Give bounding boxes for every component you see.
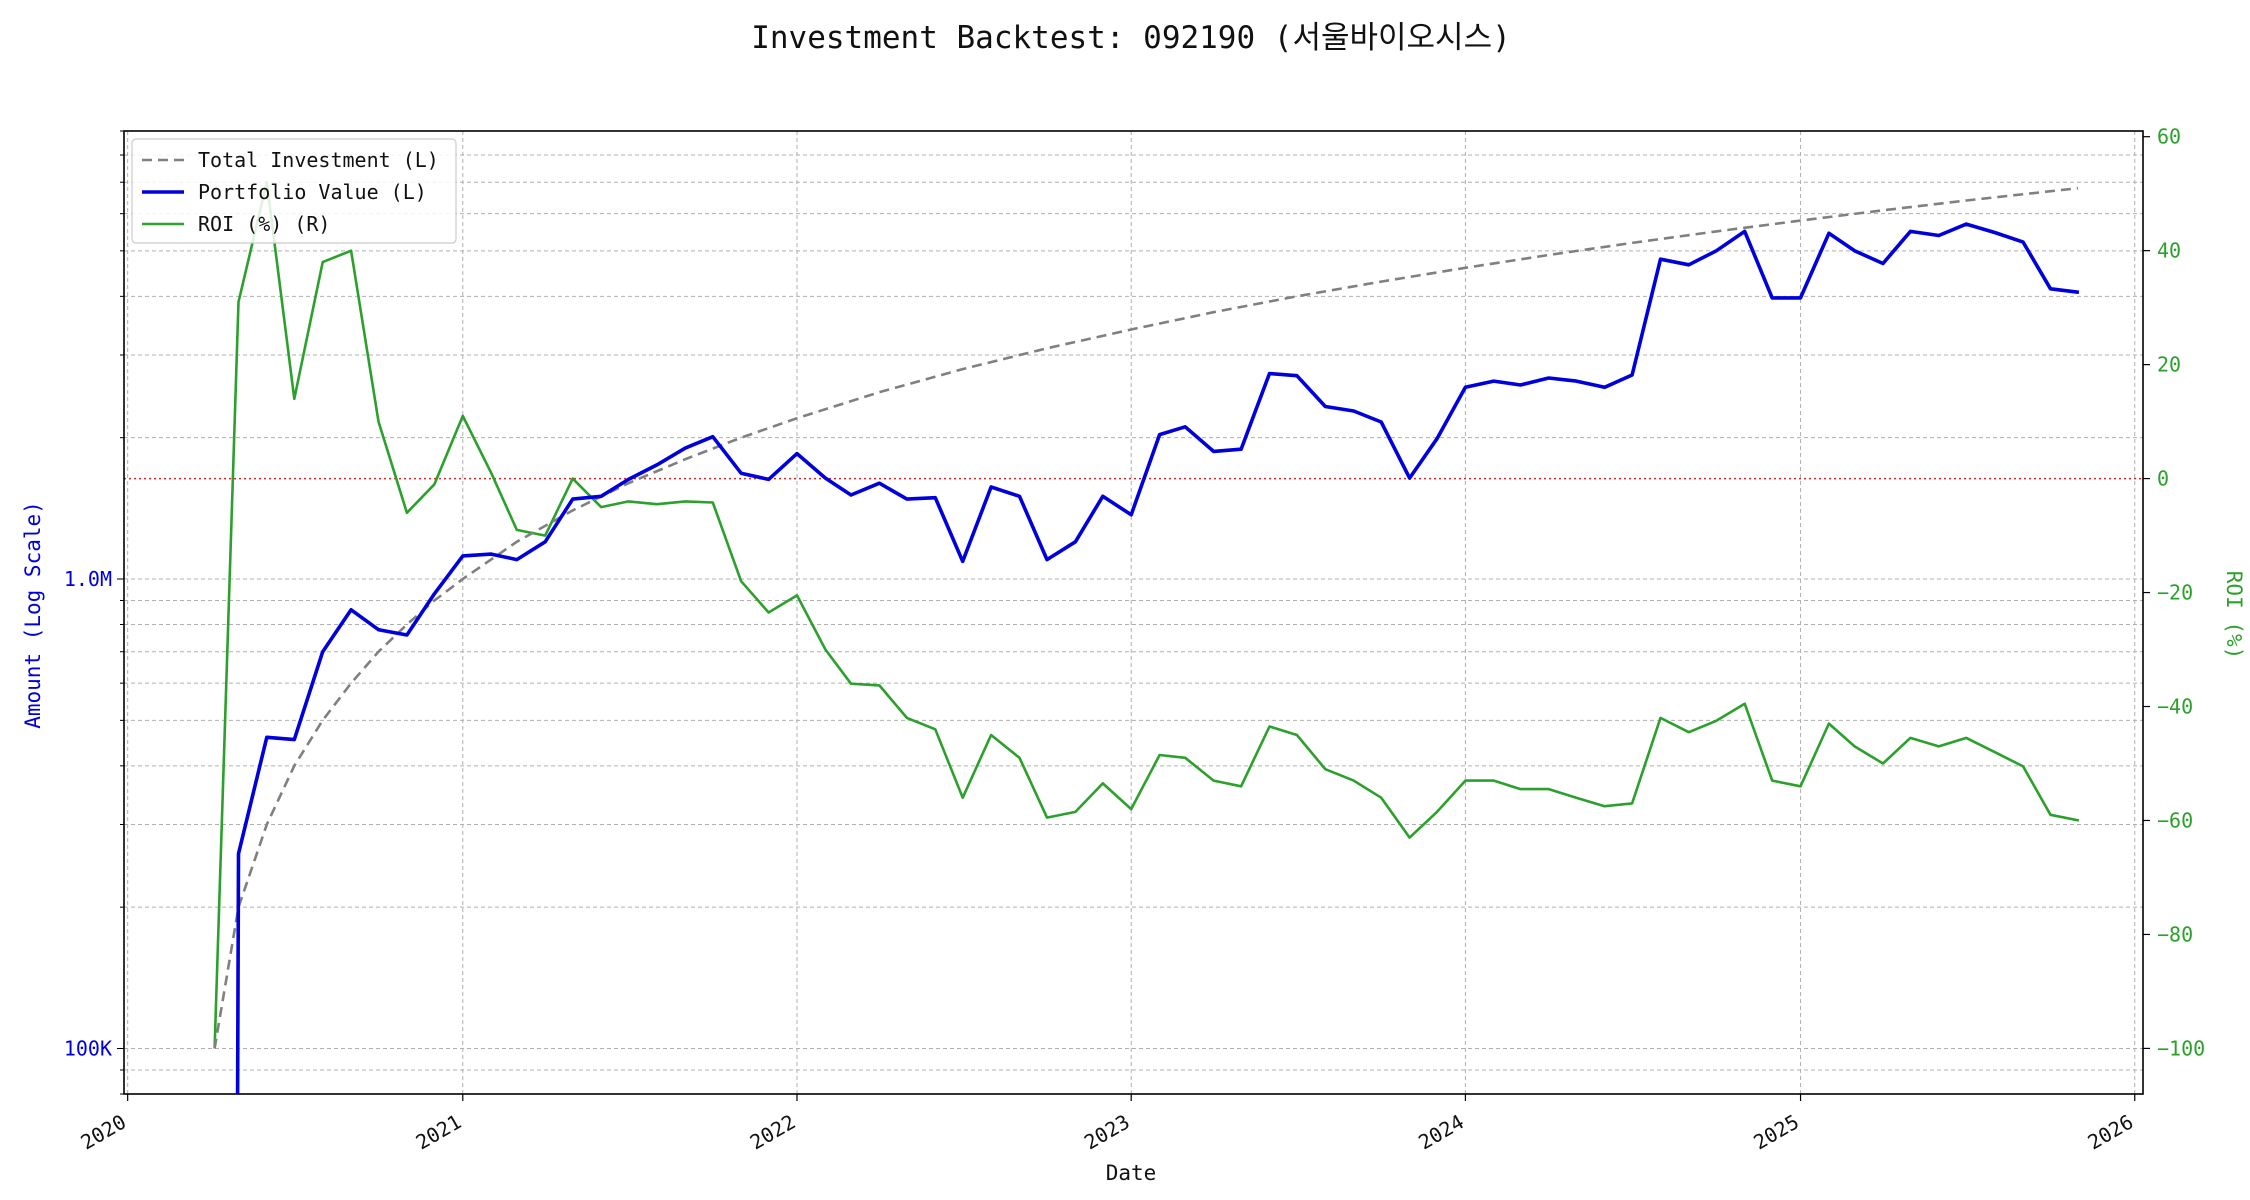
legend-label: Total Investment (L) [198, 148, 439, 172]
y-right-tick-label: −60 [2157, 808, 2193, 832]
y-axis-label-left: Amount (Log Scale) [21, 501, 45, 729]
x-tick-label: 2021 [412, 1110, 466, 1155]
y-right-tick-label: 60 [2157, 125, 2181, 149]
grid [124, 130, 2143, 1095]
y-right-tick-label: 20 [2157, 353, 2181, 377]
series-lines [213, 181, 2080, 1094]
y-axis-label-right: ROI (%) [2222, 571, 2246, 660]
y-right-tick-label: 0 [2157, 467, 2169, 491]
chart-title: Investment Backtest: 092190 (서울바이오시스) [751, 20, 1511, 56]
x-axis-label: Date [1106, 1161, 1157, 1185]
x-tick-label: 2025 [1749, 1110, 1803, 1155]
y-left-tick-label: 100K [64, 1037, 112, 1061]
legend: Total Investment (L) Portfolio Value (L) R… [131, 138, 457, 244]
x-tick-label: 2024 [1414, 1110, 1468, 1155]
y-right-tick-label: −80 [2157, 922, 2193, 946]
legend-box [131, 138, 457, 244]
series-line-portfolio-value-l [235, 222, 2080, 1094]
legend-label: ROI (%) (R) [198, 212, 330, 236]
x-tick-label: 2026 [2084, 1110, 2138, 1155]
series-line-total-investment-l [213, 186, 2079, 1049]
y-right-tick-label: −100 [2157, 1036, 2205, 1060]
y-right-tick-label: −20 [2157, 581, 2193, 605]
x-tick-label: 2022 [746, 1110, 800, 1155]
axes: 2020 2021 2022 2023 2024 2025 2026 100K 1.0M −100… [64, 125, 2205, 1155]
y-right-tick-label: −40 [2157, 695, 2193, 719]
series-line-roi-r [213, 181, 2080, 1049]
y-left-tick-label: 1.0M [64, 567, 112, 591]
x-tick-label: 2023 [1080, 1110, 1134, 1155]
plot-area-frame [123, 130, 2144, 1095]
x-tick-label: 2020 [76, 1110, 130, 1155]
y-right-tick-label: 40 [2157, 239, 2181, 263]
legend-label: Portfolio Value (L) [198, 180, 427, 204]
